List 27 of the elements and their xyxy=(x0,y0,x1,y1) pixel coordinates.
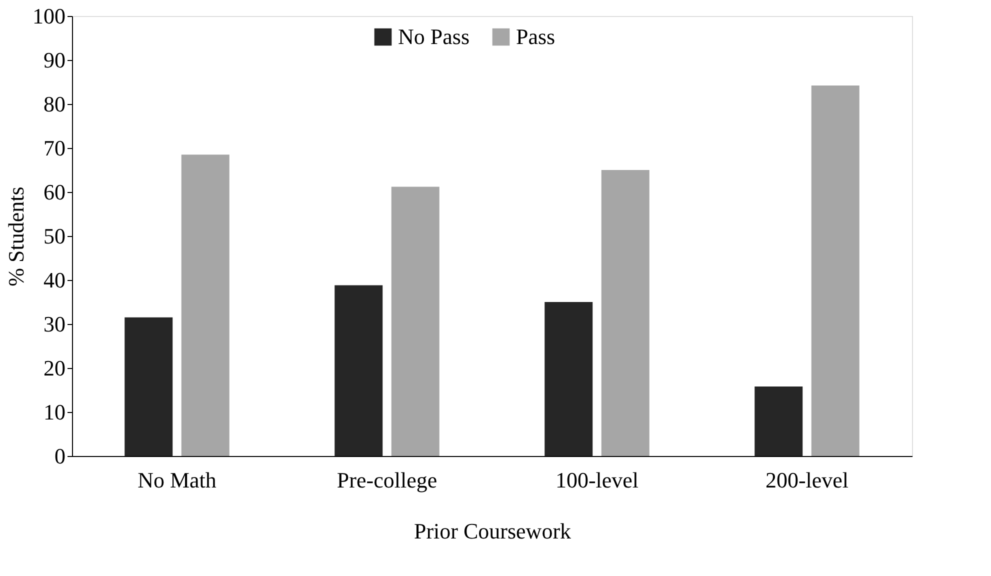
bar xyxy=(334,285,383,456)
x-axis-title: Prior Coursework xyxy=(414,518,572,544)
y-tick-label: 60 xyxy=(44,180,66,204)
y-axis-title: % Students xyxy=(4,186,28,286)
y-tick-label: 30 xyxy=(44,312,66,336)
y-tick-label: 20 xyxy=(44,356,66,380)
y-tick-label: 100 xyxy=(32,4,66,28)
y-tick-label: 80 xyxy=(44,92,66,116)
y-tick-label: 90 xyxy=(44,48,66,72)
y-tick-label: 40 xyxy=(44,268,66,292)
y-tick-label: 0 xyxy=(54,444,66,468)
y-tick-label: 50 xyxy=(44,224,66,248)
y-tick-label: 70 xyxy=(44,136,66,160)
bar xyxy=(181,154,230,456)
x-tick-label: Pre-college xyxy=(336,468,438,492)
bar xyxy=(601,170,650,456)
x-tick-label: No Math xyxy=(138,468,216,492)
legend-label: Pass xyxy=(516,24,556,49)
legend-label: No Pass xyxy=(398,24,470,49)
bar xyxy=(544,302,593,456)
x-tick-label: 200-level xyxy=(765,468,849,492)
bar xyxy=(391,186,440,456)
y-tick-label: 10 xyxy=(44,400,66,424)
bar xyxy=(811,86,860,456)
x-tick-label: 100-level xyxy=(555,468,639,492)
bar xyxy=(754,386,803,456)
bar xyxy=(124,317,173,456)
